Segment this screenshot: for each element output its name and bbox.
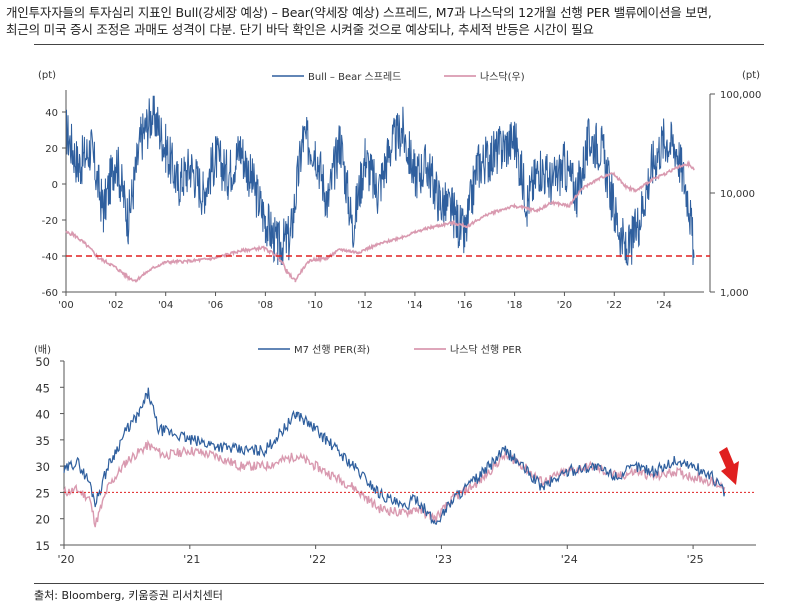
x-tick-label: '06	[208, 300, 223, 311]
left-tick-label: -40	[42, 252, 58, 263]
series-line-nasdaq	[65, 159, 695, 283]
x-tick-label: '20	[57, 553, 74, 566]
x-tick-label: '25	[687, 553, 704, 566]
y-tick-label: 25	[35, 486, 50, 500]
forward-per-chart: (배)50 45 40 35 30 25 20 15 '20 '21 '22 '23 '24 '25 M7 …	[34, 344, 756, 566]
legend-label-m7: M7 선행 PER(좌)	[294, 344, 370, 356]
headline: 개인투자자들의 투자심리 지표인 Bull(강세장 예상) – Bear(약세장…	[6, 4, 782, 38]
x-tick-label: '00	[58, 300, 73, 311]
y-tick-label: 40	[35, 408, 50, 422]
headline-line-2: 최근의 미국 증시 조정은 과매도 성격이 다분. 단기 바닥 확인은 시켜줄 …	[6, 22, 594, 37]
right-axis-unit: (pt)	[742, 70, 760, 81]
top-rule	[34, 44, 764, 45]
legend-label-nasdaq-per: 나스닥 선행 PER	[450, 344, 522, 356]
right-tick-label: 1,000	[720, 288, 749, 299]
x-tick-label: '22	[607, 300, 622, 311]
left-tick-label: -60	[42, 288, 58, 299]
x-tick-label: '21	[183, 553, 200, 566]
legend-label-nasdaq: 나스닥(우)	[480, 71, 525, 83]
x-tick-label: '14	[407, 300, 422, 311]
x-tick-label: '10	[307, 300, 322, 311]
series-line-bull-bear-spread	[65, 95, 695, 266]
y-tick-label: 15	[35, 539, 50, 553]
source-note: 출처: Bloomberg, 키움증권 리서치센터	[34, 589, 223, 602]
x-tick-label: '04	[158, 300, 173, 311]
y-axis-unit: (배)	[34, 344, 51, 356]
x-tick-label: '16	[457, 300, 472, 311]
y-tick-label: 20	[35, 513, 50, 527]
right-tick-label: 10,000	[720, 189, 755, 200]
x-tick-label: '08	[258, 300, 273, 311]
x-tick-label: '18	[507, 300, 522, 311]
headline-line-1: 개인투자자들의 투자심리 지표인 Bull(강세장 예상) – Bear(약세장…	[6, 5, 712, 20]
bottom-rule	[34, 583, 764, 584]
x-tick-label: '22	[309, 553, 326, 566]
x-tick-label: '12	[357, 300, 372, 311]
legend-label-spread: Bull – Bear 스프레드	[308, 71, 401, 83]
y-tick-label: 30	[35, 460, 50, 474]
left-axis-unit: (pt)	[38, 70, 56, 81]
y-tick-label: 45	[35, 381, 50, 395]
x-tick-label: '24	[561, 553, 578, 566]
left-tick-label: -20	[42, 216, 58, 227]
series-line-nasdaq-forward-per	[63, 439, 726, 528]
left-tick-label: 40	[45, 108, 58, 119]
down-arrow-icon	[719, 447, 739, 485]
x-tick-label: '20	[557, 300, 572, 311]
x-tick-label: '02	[108, 300, 123, 311]
x-tick-label: '24	[656, 300, 671, 311]
y-tick-label: 50	[35, 355, 50, 369]
y-tick-label: 35	[35, 434, 50, 448]
left-tick-label: 20	[45, 144, 58, 155]
right-tick-label: 100,000	[720, 90, 761, 101]
sentiment-spread-chart: (pt) (pt) 40 20 0 -20 -40 -60 100,000 10,000 1,000…	[38, 70, 761, 311]
x-tick-label: '23	[435, 553, 452, 566]
series-line-m7-forward-per	[63, 387, 726, 526]
left-tick-label: 0	[52, 180, 58, 191]
